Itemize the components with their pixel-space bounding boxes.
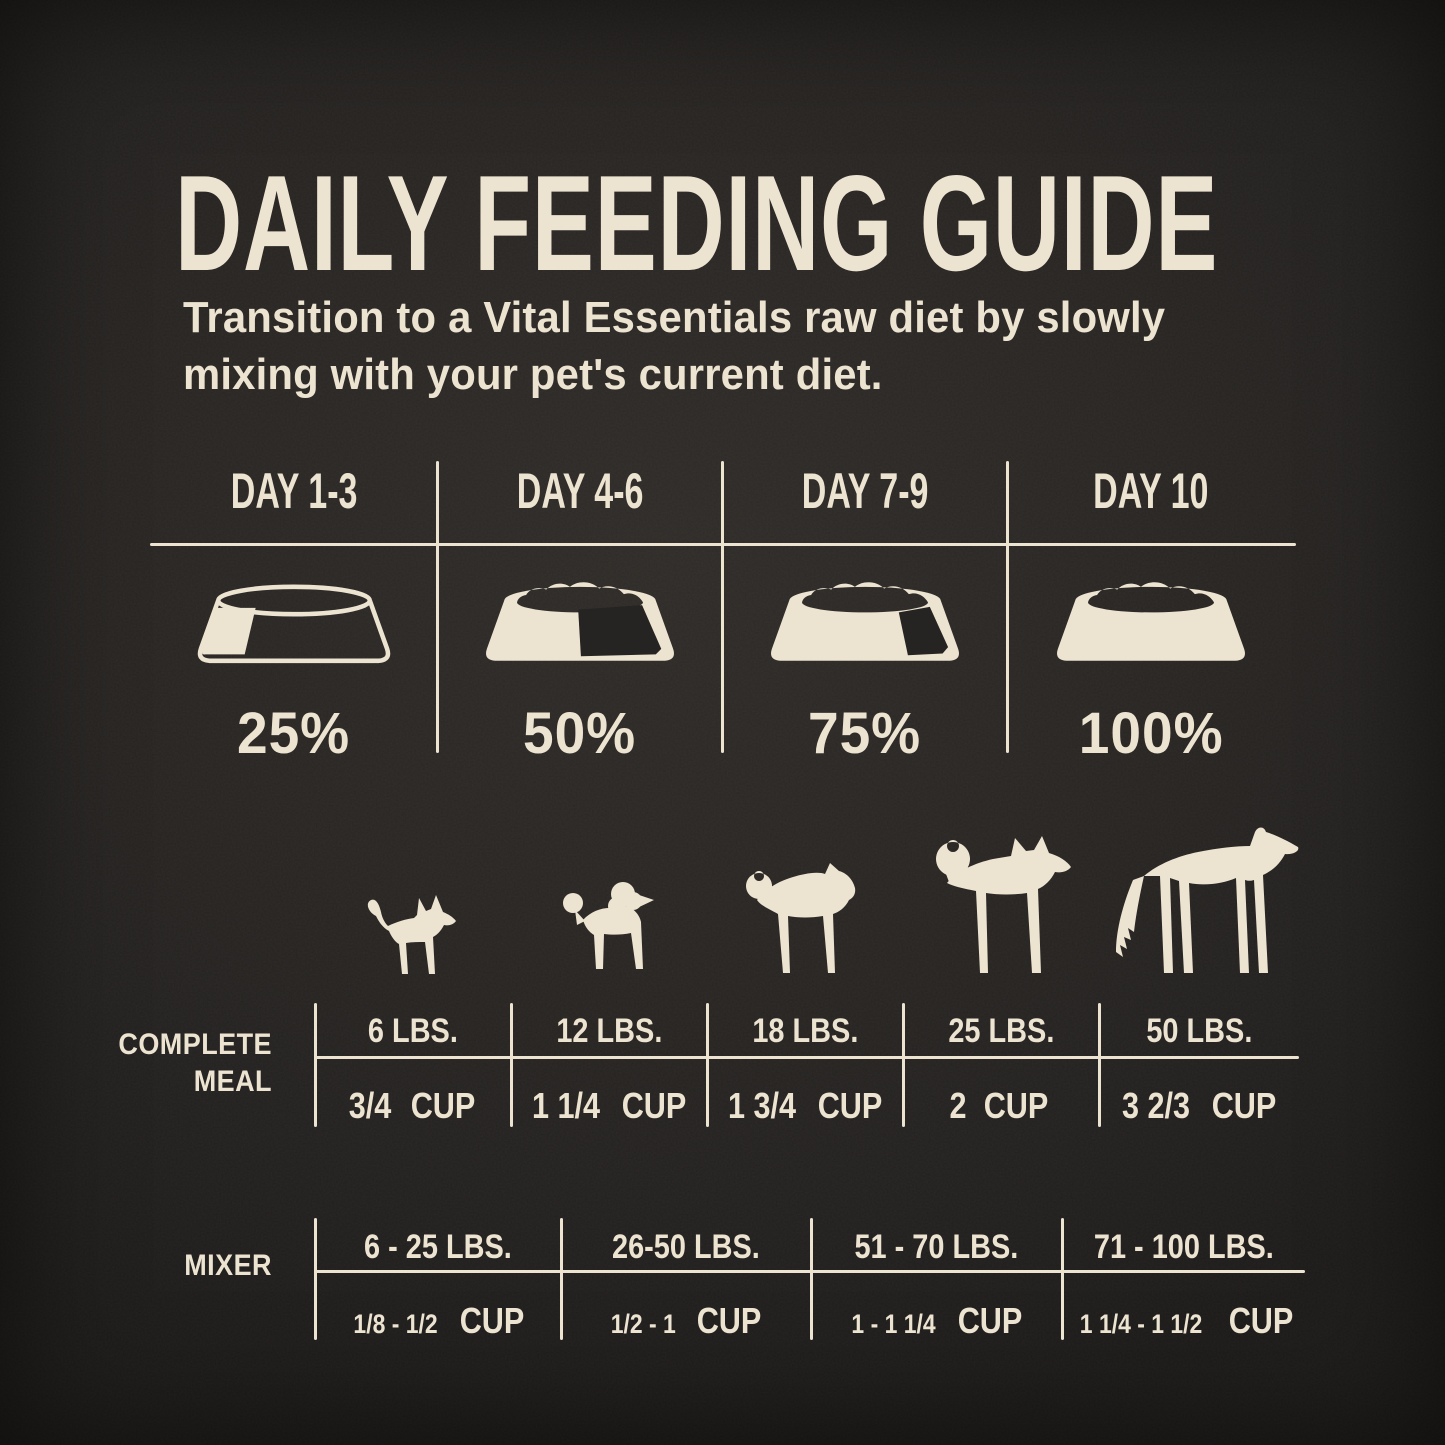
mixer-row-rule	[315, 1270, 1305, 1273]
mixer-label: MIXER	[184, 1249, 272, 1282]
meal-weight-2: 12 LBS.	[555, 1012, 663, 1050]
complete-meal-label: COMPLETE MEAL	[118, 1028, 272, 1098]
meal-divider-2	[510, 1003, 513, 1127]
transition-day-3: DAY 7-9	[801, 463, 929, 519]
mixer-weight-4: 71 - 100 LBS.	[1094, 1228, 1274, 1266]
meal-divider-5	[1098, 1003, 1101, 1127]
meal-weight-5: 50 LBS.	[1145, 1012, 1253, 1050]
intro-line-2: mixing with your pet's current diet.	[183, 350, 883, 399]
transition-divider-1	[436, 461, 439, 753]
mixer-weight-3: 51 - 70 LBS.	[854, 1228, 1018, 1266]
mixer-cup-3: 1 - 1 1/4 CUP	[851, 1300, 1023, 1341]
transition-day-1: DAY 1-3	[230, 463, 358, 519]
meal-divider-4	[902, 1003, 905, 1127]
dog-toy-icon	[367, 895, 456, 974]
mixer-divider-3	[810, 1218, 813, 1340]
meal-cup-1: 3/4 CUP	[349, 1085, 475, 1126]
dog-small-icon	[563, 882, 654, 969]
mixer-divider-4	[1061, 1218, 1064, 1340]
page-title: DAILY FEEDING GUIDE	[175, 147, 1219, 300]
mixer-weight-1: 6 - 25 LBS.	[364, 1228, 512, 1266]
transition-divider-3	[1006, 461, 1009, 753]
transition-percent-4: 100%	[1078, 701, 1224, 766]
transition-day-4: DAY 10	[1093, 463, 1209, 519]
dog-medium-icon	[746, 863, 856, 973]
transition-percent-3: 75%	[808, 701, 922, 766]
meal-row-rule	[315, 1056, 1299, 1059]
mixer-cup-2: 1/2 - 1 CUP	[610, 1300, 762, 1341]
meal-cup-3: 1 3/4 CUP	[728, 1085, 882, 1126]
bowl-75-icon	[771, 582, 959, 661]
meal-cup-5: 3 2/3 CUP	[1122, 1085, 1276, 1126]
meal-weight-4: 25 LBS.	[947, 1012, 1055, 1050]
transition-percent-1: 25%	[237, 701, 351, 766]
bowl-25-icon	[197, 584, 391, 664]
intro-line-1: Transition to a Vital Essentials raw die…	[183, 293, 1166, 342]
transition-day-2: DAY 4-6	[516, 463, 644, 519]
mixer-weight-2: 26-50 LBS.	[612, 1228, 760, 1266]
meal-weight-3: 18 LBS.	[751, 1012, 859, 1050]
transition-divider-2	[721, 461, 724, 753]
meal-cup-4: 2 CUP	[949, 1085, 1048, 1126]
mixer-divider-1	[314, 1218, 317, 1340]
meal-divider-3	[706, 1003, 709, 1127]
dog-large-icon	[936, 836, 1071, 973]
dog-xlarge-icon	[1116, 827, 1299, 973]
transition-percent-2: 50%	[523, 701, 637, 766]
bowl-50-icon	[486, 582, 674, 661]
mixer-divider-2	[560, 1218, 563, 1340]
bowl-100-icon	[1057, 582, 1245, 661]
meal-weight-1: 6 LBS.	[368, 1012, 458, 1050]
mixer-cup-4: 1 1/4 - 1 1/2 CUP	[1080, 1300, 1293, 1341]
mixer-cup-1: 1/8 - 1/2 CUP	[353, 1300, 525, 1341]
meal-cup-2: 1 1/4 CUP	[532, 1085, 686, 1126]
meal-divider-1	[314, 1003, 317, 1127]
